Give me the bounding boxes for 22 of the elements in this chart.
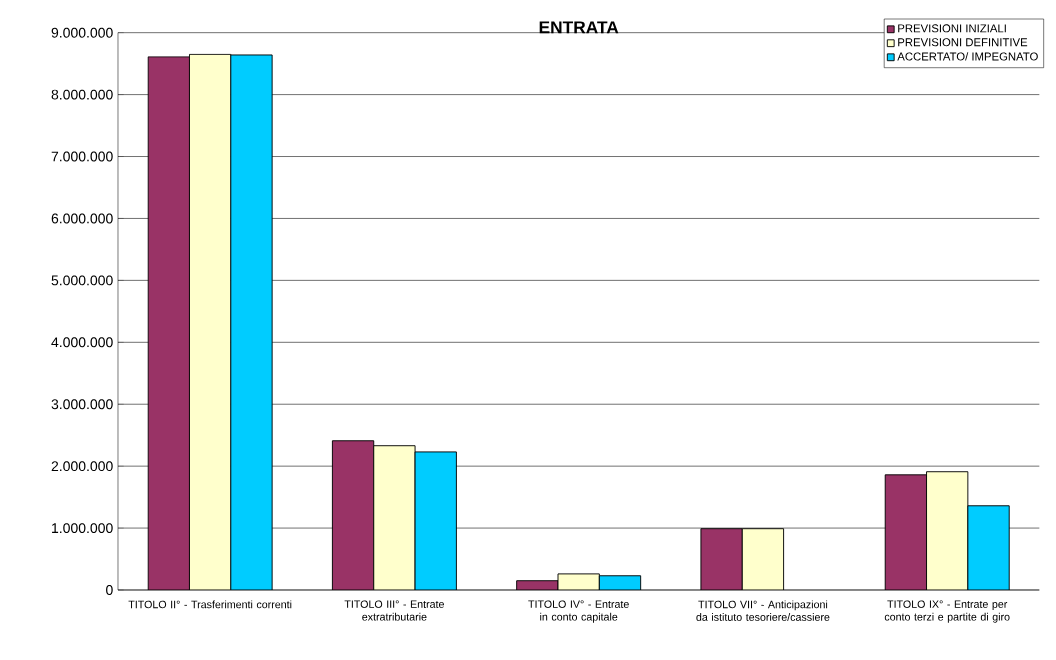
bar — [230, 54, 273, 590]
y-tick-label: 8.000.000 — [51, 89, 113, 100]
y-tick-label: 6.000.000 — [51, 213, 113, 224]
legend-label: PREVISIONI INIZIALI — [898, 24, 1006, 33]
x-tick-label: TITOLO IX° - Entrate per conto terzi e partite di giro — [884, 600, 1010, 623]
x-tick-label: TITOLO III° - Entrate extratributarie — [344, 600, 444, 621]
y-tick-label: 9.000.000 — [51, 27, 113, 38]
legend-label: ACCERTATO/ IMPEGNATO — [897, 52, 1038, 61]
bar — [967, 505, 1010, 590]
legend-label: PREVISIONI DEFINITIVE — [898, 38, 1028, 47]
y-tick-label: 2.000.000 — [51, 461, 113, 472]
chart-title: ENTRATA — [539, 21, 619, 34]
y-tick-label: 0 — [106, 585, 113, 595]
y-tick-label: 4.000.000 — [51, 337, 113, 348]
y-tick-label: 7.000.000 — [51, 151, 113, 162]
x-tick-label: TITOLO II° - Trasferimenti correnti — [128, 600, 292, 609]
x-tick-label: TITOLO VII° - Anticipazioni da istituto tesoriere/cassiere — [696, 600, 830, 621]
y-tick-label: 1.000.000 — [52, 523, 113, 534]
y-tick-label: 5.000.000 — [51, 275, 113, 286]
y-tick-label: 3.000.000 — [51, 399, 113, 410]
x-tick-label: TITOLO IV° - Entrate in conto capitale — [528, 600, 629, 623]
bar — [414, 451, 457, 590]
